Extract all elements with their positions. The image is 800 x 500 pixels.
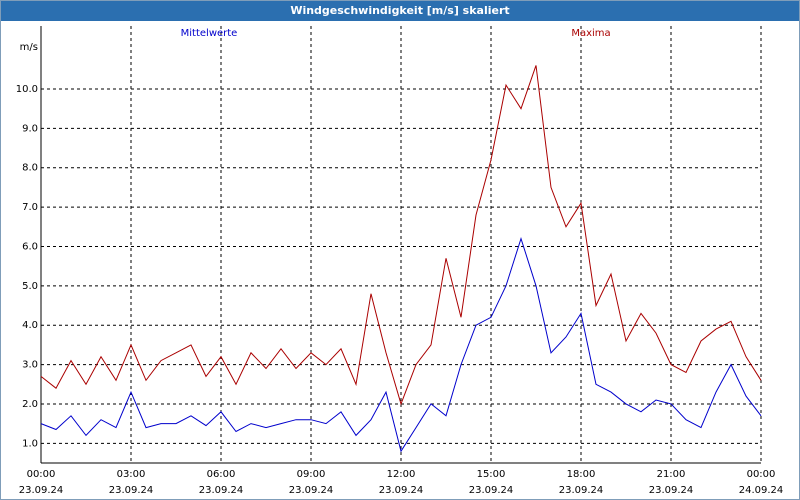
legend: Mittelwerte Maxima [181, 28, 611, 39]
legend-entry: Maxima [571, 28, 610, 39]
y-tick-label: 4.0 [22, 320, 38, 331]
x-tick-date: 23.09.24 [559, 485, 604, 496]
x-tick-time: 00:00 [747, 469, 776, 480]
series-line-mittelwerte [40, 236, 762, 453]
x-tick-date: 23.09.24 [19, 485, 64, 496]
y-tick-label: 2.0 [22, 399, 38, 410]
x-tick-labels: 00:00 23.09.24 03:00 23.09.24 06:00 23.09.24 0… [19, 469, 784, 496]
y-tick-label: 10.0 [16, 84, 38, 95]
x-tick-time: 15:00 [477, 469, 506, 480]
x-tick-time: 03:00 [117, 469, 146, 480]
x-tick-time: 06:00 [207, 469, 236, 480]
y-tick-label: 9.0 [22, 123, 38, 134]
x-tick-date: 23.09.24 [649, 485, 694, 496]
y-tick-label: 6.0 [22, 241, 38, 252]
x-tick-time: 00:00 [27, 469, 56, 480]
x-tick-date: 23.09.24 [379, 485, 424, 496]
legend-entry: Mittelwerte [181, 28, 238, 39]
x-tick-date: 23.09.24 [469, 485, 514, 496]
x-tick-time: 12:00 [387, 469, 416, 480]
axes [40, 26, 761, 464]
y-tick-label: 1.0 [22, 438, 38, 449]
x-tick-time: 18:00 [567, 469, 596, 480]
y-tick-label: 8.0 [22, 163, 38, 174]
y-axis-label: m/s [20, 42, 38, 53]
y-tick-label: 5.0 [22, 281, 38, 292]
x-tick-time: 21:00 [657, 469, 686, 480]
chart-title: Windgeschwindigkeit [m/s] skaliert [1, 1, 799, 21]
x-tick-date: 24.09.24 [739, 485, 784, 496]
x-tick-date: 23.09.24 [109, 485, 154, 496]
x-tick-date: 23.09.24 [199, 485, 244, 496]
series-line-maxima [40, 65, 762, 406]
y-tick-label: 3.0 [22, 360, 38, 371]
series-lines [40, 65, 762, 453]
grid-lines [40, 26, 762, 463]
y-tick-labels: 1.0 2.0 3.0 4.0 5.0 6.0 7.0 8.0 9.0 10.0 m/s [16, 42, 38, 449]
y-tick-label: 7.0 [22, 202, 38, 213]
x-tick-time: 09:00 [297, 469, 326, 480]
x-tick-date: 23.09.24 [289, 485, 334, 496]
